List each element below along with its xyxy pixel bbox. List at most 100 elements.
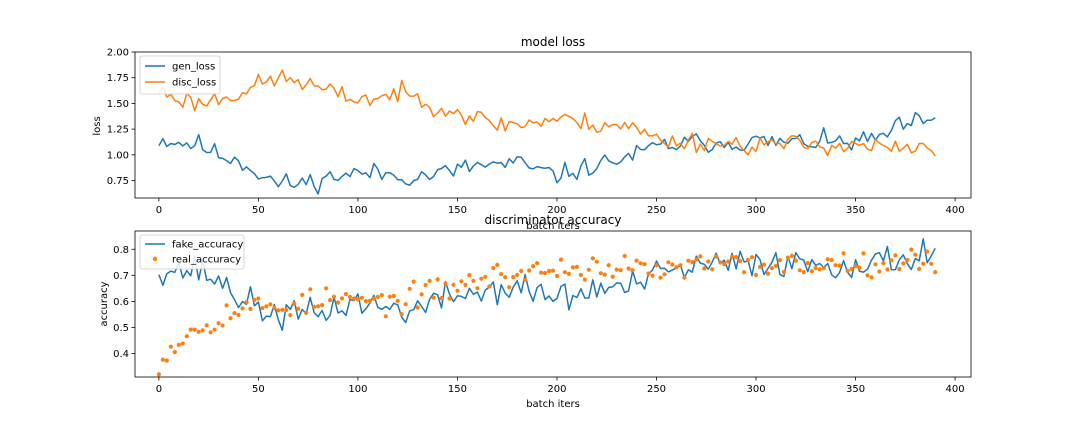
data-point-real-accuracy (702, 266, 707, 271)
data-point-real-accuracy (690, 259, 695, 265)
data-point-real-accuracy (519, 268, 524, 274)
data-point-real-accuracy (921, 261, 926, 266)
data-point-real-accuracy (849, 266, 854, 272)
data-point-real-accuracy (821, 266, 826, 271)
y-axis-label: accuracy (99, 281, 110, 326)
data-point-real-accuracy (343, 292, 349, 297)
data-point-real-accuracy (427, 278, 432, 283)
data-point-real-accuracy (742, 270, 747, 275)
data-point-real-accuracy (726, 259, 731, 264)
data-point-real-accuracy (769, 266, 775, 271)
data-point-real-accuracy (853, 264, 858, 269)
data-point-real-accuracy (339, 296, 345, 301)
x-tick-label: 250 (647, 205, 666, 216)
data-point-real-accuracy (642, 262, 647, 267)
data-point-real-accuracy (443, 281, 448, 286)
data-point-real-accuracy (913, 252, 918, 257)
data-point-real-accuracy (718, 260, 723, 265)
data-point-real-accuracy (375, 294, 380, 299)
data-point-real-accuracy (558, 257, 564, 262)
data-point-real-accuracy (566, 271, 572, 276)
series-line-disc-loss (158, 69, 936, 157)
data-point-real-accuracy (431, 295, 436, 300)
x-axis-label: batch iters (526, 221, 580, 232)
data-point-real-accuracy (917, 266, 922, 271)
data-point-real-accuracy (634, 258, 639, 263)
data-point-real-accuracy (933, 270, 938, 275)
legend-label-real-accuracy: real_accuracy (172, 255, 241, 266)
data-point-real-accuracy (841, 251, 846, 256)
legend: fake_accuracy real_accuracy (139, 234, 245, 270)
y-tick-label: 0.7 (113, 271, 129, 282)
series-line-fake-accuracy (158, 238, 936, 331)
data-point-real-accuracy (929, 261, 934, 266)
data-point-real-accuracy (479, 276, 484, 281)
data-point-real-accuracy (535, 261, 540, 266)
data-point-real-accuracy (869, 275, 874, 280)
data-point-real-accuracy (328, 298, 333, 303)
data-point-real-accuracy (861, 251, 866, 256)
legend-swatch-real-accuracy (152, 256, 158, 262)
data-point-real-accuracy (829, 257, 834, 263)
data-point-real-accuracy (562, 270, 568, 275)
data-point-real-accuracy (881, 261, 886, 266)
x-axis-label: batch iters (526, 399, 580, 410)
data-point-real-accuracy (618, 268, 623, 273)
series-layer (156, 238, 938, 377)
data-point-real-accuracy (606, 263, 611, 268)
data-point-real-accuracy (419, 292, 424, 297)
data-point-real-accuracy (288, 313, 293, 318)
data-point-real-accuracy (308, 287, 313, 292)
y-axis-label: loss (92, 116, 103, 135)
x-tick-label: 50 (252, 205, 265, 216)
data-point-real-accuracy (499, 272, 504, 277)
series-line-gen-loss (158, 111, 936, 195)
data-point-real-accuracy (200, 328, 205, 333)
data-point-real-accuracy (610, 274, 615, 279)
data-point-real-accuracy (415, 305, 420, 310)
data-point-real-accuracy (312, 304, 317, 309)
data-point-real-accuracy (156, 372, 161, 377)
data-point-real-accuracy (300, 292, 305, 297)
data-point-real-accuracy (407, 286, 412, 291)
data-point-real-accuracy (746, 257, 751, 262)
data-point-real-accuracy (590, 256, 595, 261)
data-point-real-accuracy (698, 254, 703, 259)
x-tick-label: 400 (946, 384, 965, 395)
data-point-real-accuracy (885, 267, 890, 272)
data-point-real-accuracy (773, 263, 779, 268)
data-point-real-accuracy (160, 357, 165, 362)
x-tick-label: 300 (746, 384, 765, 395)
data-point-real-accuracy (304, 310, 309, 315)
data-point-real-accuracy (212, 327, 217, 332)
x-tick-label: 100 (348, 205, 367, 216)
loss-chart: model loss 0 50 100 150 200 250 300 350 400 0.75 1… (92, 35, 972, 232)
x-tick-label: 350 (846, 384, 865, 395)
x-tick-label: 400 (946, 205, 965, 216)
accuracy-chart: 0 50 100 150 200 250 300 350 4000.40.50.60.70.8 … (99, 213, 972, 410)
data-point-real-accuracy (757, 264, 763, 269)
data-point-real-accuracy (873, 262, 878, 267)
data-point-real-accuracy (188, 327, 193, 332)
y-tick-label: 1.50 (107, 99, 129, 110)
x-tick-label: 0 (156, 205, 162, 216)
data-point-real-accuracy (256, 296, 261, 301)
data-point-real-accuracy (507, 285, 512, 290)
chart-title: model loss (521, 35, 585, 49)
x-tick-label: 50 (252, 384, 265, 395)
data-point-real-accuracy (749, 255, 755, 260)
data-point-real-accuracy (423, 282, 428, 288)
data-point-real-accuracy (901, 261, 906, 266)
data-point-real-accuracy (578, 272, 584, 278)
y-tick-label: 0.6 (113, 297, 129, 308)
data-point-real-accuracy (710, 267, 715, 272)
data-point-real-accuracy (527, 268, 532, 273)
plot-frame (134, 51, 972, 199)
x-tick-label: 350 (846, 205, 865, 216)
data-point-real-accuracy (487, 284, 492, 289)
data-point-real-accuracy (897, 266, 902, 272)
data-point-real-accuracy (347, 294, 353, 299)
data-point-real-accuracy (240, 306, 245, 311)
data-point-real-accuracy (706, 259, 711, 264)
